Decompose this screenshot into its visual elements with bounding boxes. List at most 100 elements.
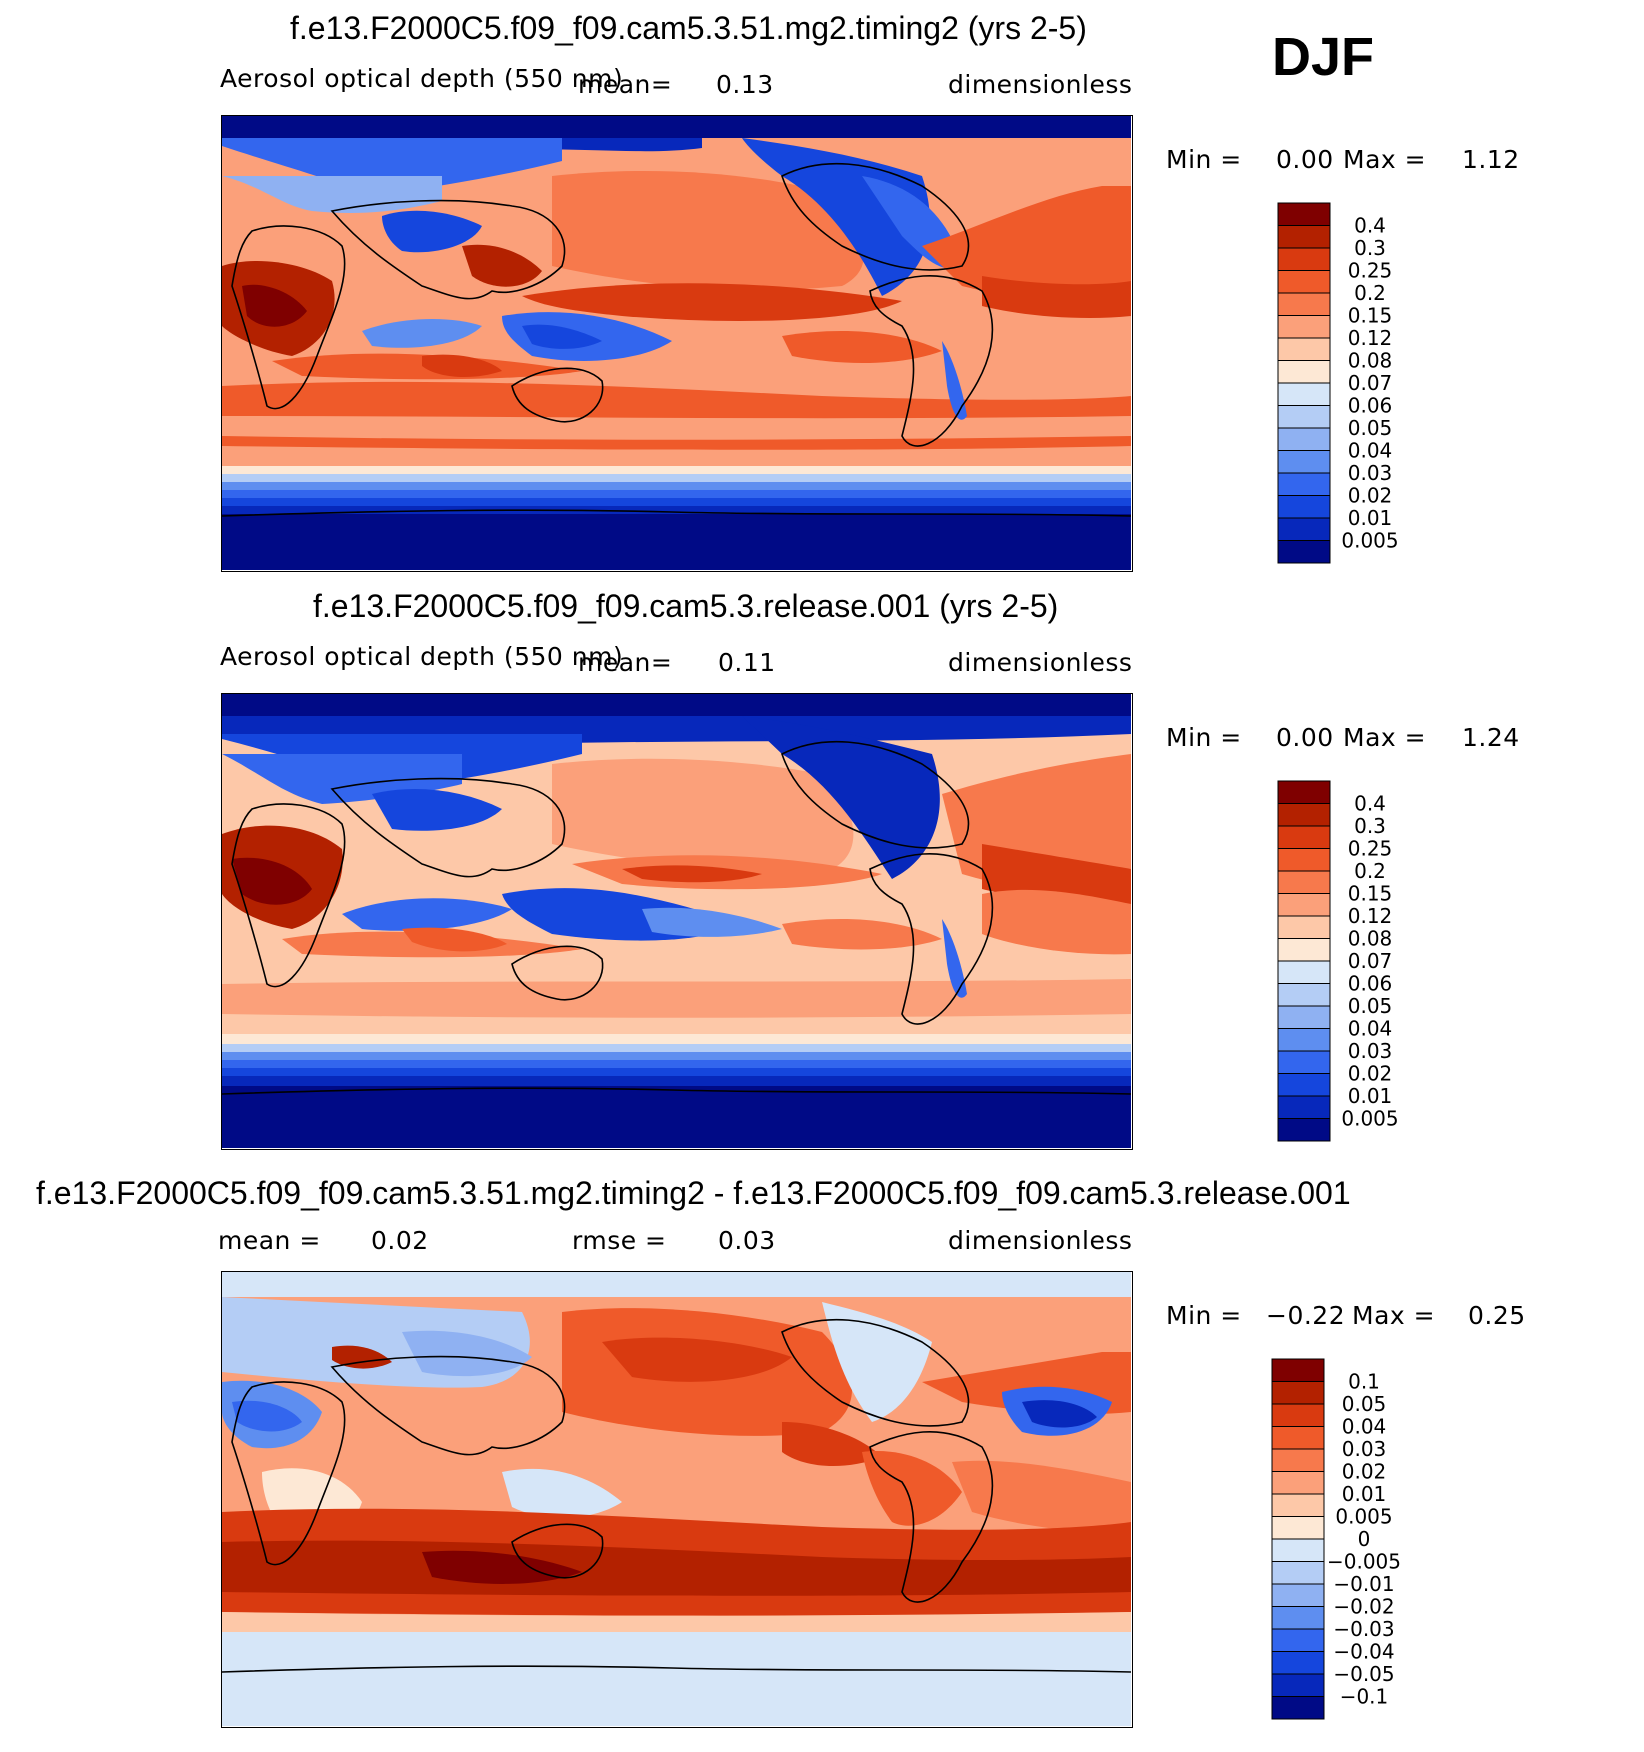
colorbar-swatch — [1271, 1426, 1325, 1450]
panel-2-map-plot — [222, 694, 1131, 1148]
colorbar-swatch — [1271, 1471, 1325, 1495]
panel-1-colorbar: 0.4 0.3 0.25 0.2 0.15 0.12 0.08 0.07 0.06 0.05 0.0… — [1277, 202, 1438, 567]
colorbar-swatch — [1277, 960, 1331, 984]
colorbar-tick-label: 0.03 — [1348, 1039, 1393, 1063]
colorbar-tick-label: 0.12 — [1348, 904, 1393, 928]
panel-2-min-value: 0.00 — [1276, 723, 1334, 752]
colorbar-swatch — [1271, 1358, 1325, 1382]
colorbar-tick-label: 0.02 — [1348, 484, 1393, 508]
colorbar-tick-label: 0.06 — [1348, 972, 1393, 996]
colorbar-swatch — [1277, 450, 1331, 474]
colorbar-swatch — [1277, 780, 1331, 804]
colorbar-tick-label: 0.15 — [1348, 304, 1393, 328]
colorbar-swatch — [1271, 1493, 1325, 1517]
panel-2-title: f.e13.F2000C5.f09_f09.cam5.3.release.001… — [313, 588, 1059, 624]
panel-2-variable: Aerosol optical depth (550 nm) — [220, 642, 624, 671]
colorbar-swatch — [1277, 292, 1331, 316]
colorbar-swatch — [1277, 1073, 1331, 1097]
panel-3-map — [221, 1271, 1133, 1728]
colorbar-tick-label: −0.1 — [1340, 1685, 1389, 1709]
colorbar-swatch — [1277, 472, 1331, 496]
colorbar-tick-label: 0.04 — [1348, 439, 1393, 463]
colorbar-swatch — [1271, 1403, 1325, 1427]
colorbar-tick-label: −0.05 — [1333, 1662, 1394, 1686]
panel-3-min-value: −0.22 — [1266, 1301, 1346, 1330]
colorbar-tick-label: 0.08 — [1348, 927, 1393, 951]
colorbar-swatch — [1277, 360, 1331, 384]
panel-3-rmse-label: rmse = — [572, 1226, 667, 1255]
panel-3-mean-label: mean = — [218, 1226, 321, 1255]
colorbar-swatch — [1271, 1583, 1325, 1607]
panel-2-min-label: Min = — [1166, 723, 1242, 752]
colorbar-tick-label: −0.04 — [1333, 1640, 1394, 1664]
panel-3-title: f.e13.F2000C5.f09_f09.cam5.3.51.mg2.timi… — [36, 1175, 1351, 1211]
colorbar-swatch — [1277, 247, 1331, 271]
panel-2-units: dimensionless — [948, 648, 1133, 677]
panel-2-mean-label: mean= — [578, 648, 673, 677]
colorbar-tick-label: 0.25 — [1348, 837, 1393, 861]
colorbar-swatch — [1277, 315, 1331, 339]
colorbar-tick-label: 0.15 — [1348, 882, 1393, 906]
colorbar-tick-label: −0.03 — [1333, 1617, 1394, 1641]
panel-1-title: f.e13.F2000C5.f09_f09.cam5.3.51.mg2.timi… — [290, 10, 1087, 46]
colorbar-swatch — [1277, 870, 1331, 894]
panel-2-max-label: Max = — [1343, 723, 1427, 752]
colorbar-tick-label: 0.01 — [1342, 1482, 1387, 1506]
colorbar-swatch — [1277, 848, 1331, 872]
colorbar-swatch — [1277, 517, 1331, 541]
panel-1-map — [221, 115, 1133, 572]
colorbar-tick-label: −0.005 — [1327, 1550, 1401, 1574]
colorbar-swatch — [1277, 938, 1331, 962]
colorbar-swatch — [1277, 1028, 1331, 1052]
panel-3-mean-value: 0.02 — [371, 1226, 429, 1255]
panel-2-map — [221, 693, 1133, 1150]
colorbar-swatch — [1271, 1651, 1325, 1675]
colorbar-swatch — [1271, 1448, 1325, 1472]
panel-1-map-plot — [222, 116, 1131, 570]
colorbar-tick-label: 0.05 — [1348, 994, 1393, 1018]
colorbar-tick-label: 0.04 — [1342, 1415, 1387, 1439]
colorbar-swatch — [1277, 825, 1331, 849]
panel-1-units: dimensionless — [948, 70, 1133, 99]
colorbar-tick-label: 0.01 — [1348, 1084, 1393, 1108]
colorbar-tick-label: 0.01 — [1348, 506, 1393, 530]
colorbar-tick-label: 0.05 — [1348, 416, 1393, 440]
panel-1-max-value: 1.12 — [1462, 145, 1520, 174]
panel-3-rmse-value: 0.03 — [718, 1226, 776, 1255]
colorbar-swatch — [1277, 270, 1331, 294]
colorbar-tick-label: 0.4 — [1354, 792, 1386, 816]
panel-1-min-value: 0.00 — [1276, 145, 1334, 174]
colorbar-swatch — [1277, 1118, 1331, 1142]
colorbar-swatch — [1271, 1381, 1325, 1405]
colorbar-tick-label: −0.01 — [1333, 1572, 1394, 1596]
panel-1-variable: Aerosol optical depth (550 nm) — [220, 64, 624, 93]
colorbar-swatch — [1277, 915, 1331, 939]
colorbar-swatch — [1271, 1561, 1325, 1585]
panel-3-units: dimensionless — [948, 1226, 1133, 1255]
panel-2-colorbar: 0.4 0.3 0.25 0.2 0.15 0.12 0.08 0.07 0.06 0.05 0.0… — [1277, 780, 1438, 1145]
colorbar-tick-label: 0.06 — [1348, 394, 1393, 418]
colorbar-tick-label: 0.4 — [1354, 214, 1386, 238]
colorbar-tick-label: 0.005 — [1341, 529, 1398, 553]
colorbar-swatch — [1277, 1050, 1331, 1074]
panel-3-max-label: Max = — [1352, 1301, 1436, 1330]
colorbar-swatch — [1271, 1516, 1325, 1540]
colorbar-tick-label: 0.02 — [1348, 1062, 1393, 1086]
colorbar-swatch — [1277, 495, 1331, 519]
colorbar-tick-label: 0.25 — [1348, 259, 1393, 283]
panel-3-map-plot — [222, 1272, 1131, 1726]
colorbar-tick-label: 0.03 — [1342, 1437, 1387, 1461]
colorbar-swatch — [1271, 1538, 1325, 1562]
colorbar-tick-label: 0.08 — [1348, 349, 1393, 373]
colorbar-swatch — [1277, 225, 1331, 249]
colorbar-tick-label: −0.02 — [1333, 1595, 1394, 1619]
colorbar-swatch — [1271, 1673, 1325, 1697]
colorbar-tick-label: 0.1 — [1348, 1370, 1380, 1394]
colorbar-swatch — [1277, 1095, 1331, 1119]
panel-3-max-value: 0.25 — [1468, 1301, 1526, 1330]
colorbar-tick-label: 0.3 — [1354, 236, 1386, 260]
colorbar-tick-label: 0.2 — [1354, 281, 1386, 305]
panel-2-max-value: 1.24 — [1462, 723, 1520, 752]
colorbar-swatch — [1277, 540, 1331, 564]
colorbar-tick-label: 0.005 — [1335, 1505, 1392, 1529]
